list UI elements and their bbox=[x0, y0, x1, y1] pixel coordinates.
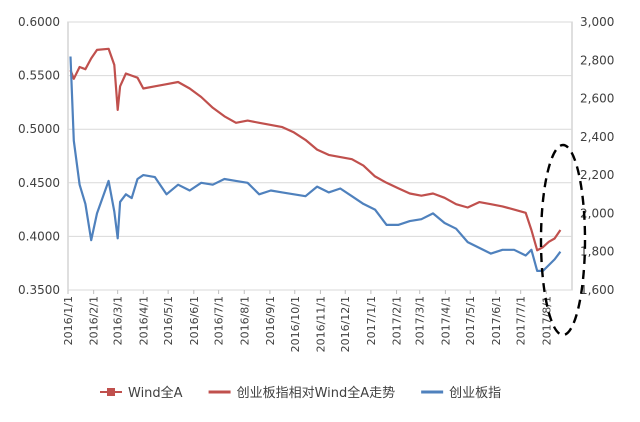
y-right-tick-label: 2,200 bbox=[580, 168, 614, 182]
x-tick-label: 2017/6/1 bbox=[490, 296, 503, 345]
x-tick-label: 2017/1/1 bbox=[365, 296, 378, 345]
y-right-tick-label: 1,800 bbox=[580, 245, 614, 259]
x-tick-label: 2016/2/1 bbox=[88, 296, 101, 345]
x-tick-label: 2017/2/1 bbox=[391, 296, 404, 345]
x-tick-label: 2016/9/1 bbox=[264, 296, 277, 345]
legend-label: 创业板指相对Wind全A走势 bbox=[237, 385, 396, 401]
y-left-tick-label: 0.4000 bbox=[18, 229, 60, 243]
y-right-tick-label: 2,400 bbox=[580, 130, 614, 144]
series-line-chinext-index bbox=[69, 56, 562, 272]
series-line-relative-ratio bbox=[69, 47, 562, 252]
x-tick-label: 2016/8/1 bbox=[238, 296, 251, 345]
legend-label: 创业板指 bbox=[449, 386, 501, 401]
x-tick-label: 2017/8/1 bbox=[540, 296, 553, 345]
y-left-tick-label: 0.5500 bbox=[18, 69, 60, 83]
x-tick-label: 2016/3/1 bbox=[112, 296, 125, 345]
y-left-tick-label: 0.3500 bbox=[18, 283, 60, 297]
y-left-tick-label: 0.4500 bbox=[18, 176, 60, 190]
x-tick-label: 2016/11/1 bbox=[314, 296, 327, 352]
y-right-tick-label: 3,000 bbox=[580, 15, 614, 29]
plot-area bbox=[67, 21, 573, 291]
x-tick-label: 2016/12/1 bbox=[339, 296, 352, 352]
x-tick-label: 2016/5/1 bbox=[162, 296, 175, 345]
x-tick-label: 2016/10/1 bbox=[289, 296, 302, 352]
y-left-tick-label: 0.5000 bbox=[18, 122, 60, 136]
x-tick-label: 2016/7/1 bbox=[213, 296, 226, 345]
y-right-tick-label: 2,600 bbox=[580, 92, 614, 106]
y-right-tick-label: 2,800 bbox=[580, 53, 614, 67]
x-tick-label: 2017/5/1 bbox=[464, 296, 477, 345]
y-right-tick-label: 1,600 bbox=[580, 283, 614, 297]
legend-label: Wind全A bbox=[128, 385, 183, 401]
y-left-tick-label: 0.6000 bbox=[18, 15, 60, 29]
highlight-ellipse bbox=[539, 143, 587, 337]
x-tick-label: 2017/7/1 bbox=[515, 296, 528, 345]
x-tick-label: 2016/4/1 bbox=[137, 296, 150, 345]
y-right-tick-label: 2,000 bbox=[580, 206, 614, 220]
legend-marker-square bbox=[107, 388, 115, 396]
x-tick-label: 2017/3/1 bbox=[414, 296, 427, 345]
x-tick-label: 2017/4/1 bbox=[439, 296, 452, 345]
x-tick-label: 2016/6/1 bbox=[188, 296, 201, 345]
x-tick-label: 2016/1/1 bbox=[62, 296, 75, 345]
